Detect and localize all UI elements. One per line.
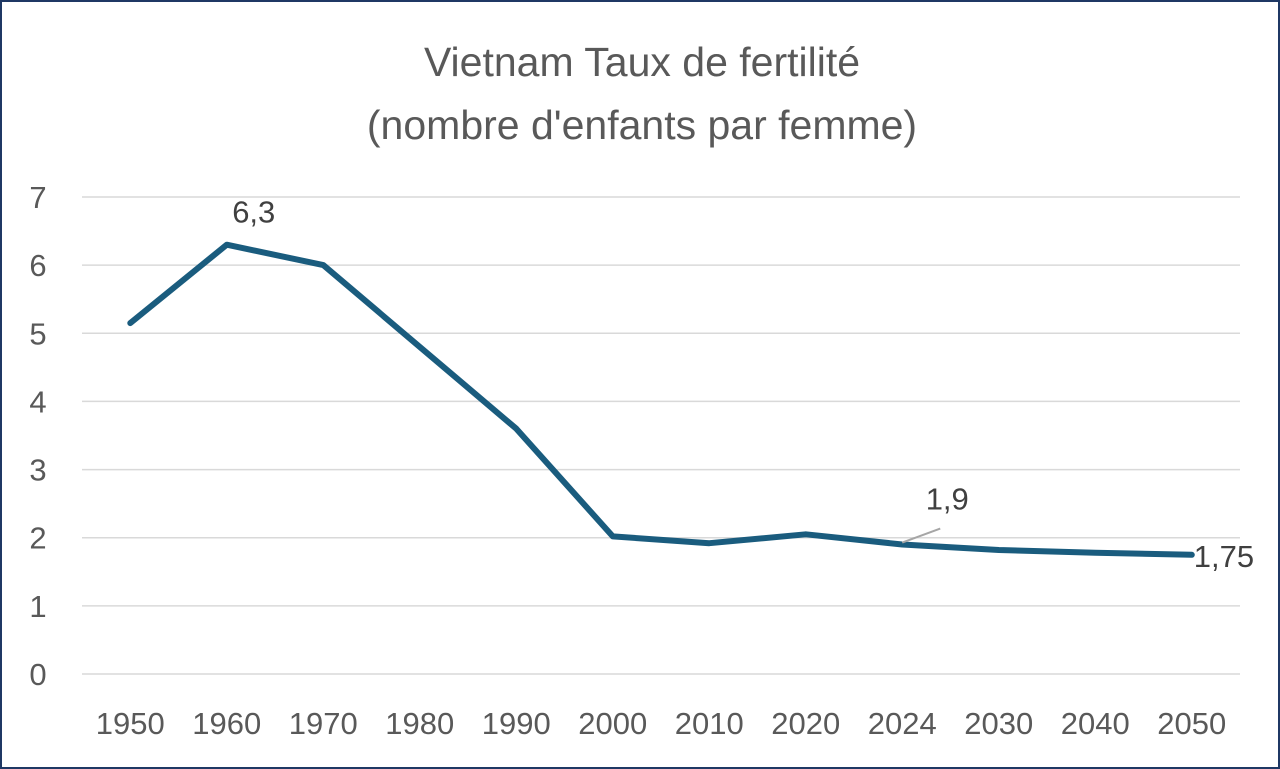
x-tick-label: 1950 — [96, 706, 165, 741]
series-line — [127, 241, 1195, 558]
y-tick-label: 1 — [29, 589, 46, 624]
chart-title-line-1: Vietnam Taux de fertilité — [423, 39, 861, 85]
x-tick-label: 1980 — [385, 706, 454, 741]
data-label: 1,75 — [1194, 539, 1254, 574]
x-tick-label: 2050 — [1157, 706, 1226, 741]
x-tick-label: 2024 — [868, 706, 937, 741]
y-tick-label: 0 — [29, 657, 46, 692]
data-label: 6,3 — [232, 195, 275, 230]
x-tick-label: 2010 — [675, 706, 744, 741]
y-tick-label: 5 — [29, 316, 46, 351]
data-label-leader — [901, 527, 941, 544]
x-tick-label: 1960 — [192, 706, 261, 741]
y-tick-label: 2 — [29, 521, 46, 556]
x-tick-label: 2030 — [964, 706, 1033, 741]
data-label: 1,9 — [926, 482, 969, 517]
y-tick-label: 3 — [29, 453, 46, 488]
gridlines — [82, 196, 1240, 675]
x-tick-label: 2040 — [1061, 706, 1130, 741]
x-tick-label: 2020 — [771, 706, 840, 741]
y-tick-label: 7 — [29, 180, 46, 215]
y-axis-ticks: 0 1 2 3 4 5 6 7 — [29, 180, 46, 692]
series — [127, 241, 1195, 558]
x-tick-label: 1970 — [289, 706, 358, 741]
x-tick-label: 2000 — [578, 706, 647, 741]
y-tick-label: 6 — [29, 248, 46, 283]
x-tick-label: 1990 — [482, 706, 551, 741]
y-tick-label: 4 — [29, 384, 46, 419]
x-axis-ticks: 1950 1960 1970 1980 1990 2000 2010 2020 2024 2030… — [96, 706, 1226, 741]
chart-title-line-2: (nombre d'enfants par femme) — [366, 102, 918, 148]
data-labels: 6,3 1,9 1,75 — [232, 195, 1254, 574]
